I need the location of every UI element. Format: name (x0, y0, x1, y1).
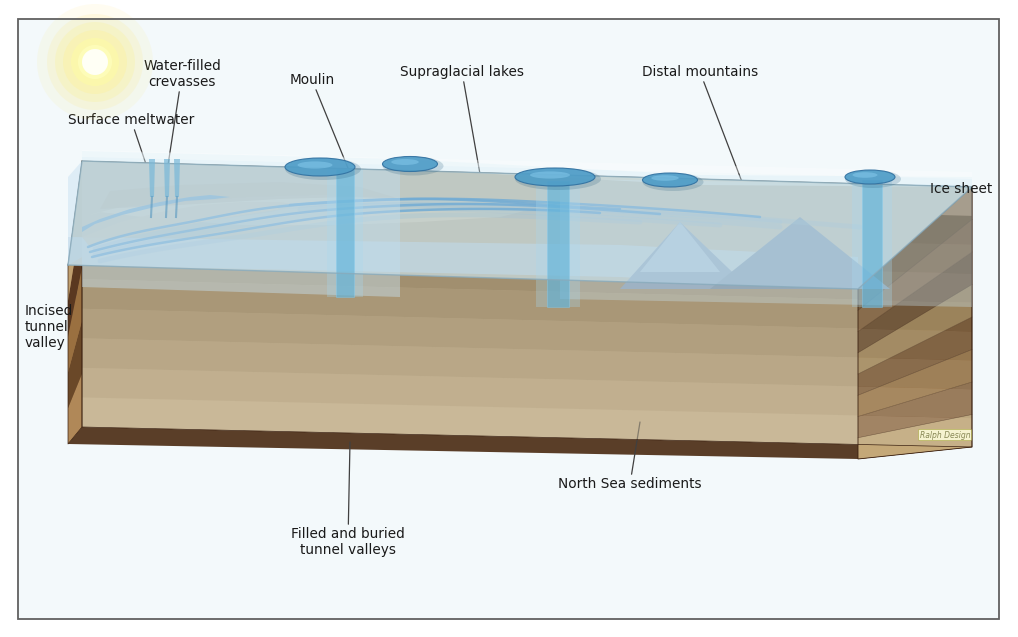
Text: Supraglacial lakes: Supraglacial lakes (400, 65, 524, 174)
Polygon shape (336, 169, 354, 297)
Polygon shape (68, 161, 82, 265)
Ellipse shape (285, 158, 355, 176)
Polygon shape (82, 161, 972, 216)
Polygon shape (68, 374, 82, 444)
Ellipse shape (383, 157, 444, 176)
Ellipse shape (845, 170, 895, 184)
Ellipse shape (297, 161, 333, 169)
Polygon shape (82, 150, 972, 179)
Polygon shape (82, 279, 972, 331)
Polygon shape (858, 187, 972, 310)
Circle shape (37, 4, 153, 120)
Polygon shape (82, 368, 972, 418)
Polygon shape (174, 159, 180, 197)
Polygon shape (327, 169, 363, 297)
Text: Filled and buried
tunnel valleys: Filled and buried tunnel valleys (291, 442, 405, 557)
Text: Water-filled
crevasses: Water-filled crevasses (144, 59, 221, 165)
Ellipse shape (845, 170, 901, 188)
Polygon shape (68, 320, 82, 408)
Polygon shape (68, 161, 972, 289)
Polygon shape (536, 181, 580, 307)
Polygon shape (620, 222, 750, 289)
Ellipse shape (642, 173, 697, 187)
Polygon shape (640, 222, 720, 272)
Polygon shape (68, 161, 972, 289)
Polygon shape (547, 181, 569, 307)
Text: Incised
tunnel
valley: Incised tunnel valley (25, 304, 73, 350)
Ellipse shape (652, 175, 679, 181)
Polygon shape (82, 309, 972, 361)
Polygon shape (82, 195, 230, 232)
Circle shape (71, 38, 119, 86)
Polygon shape (858, 317, 972, 395)
Ellipse shape (642, 173, 703, 191)
Polygon shape (68, 427, 972, 459)
Circle shape (78, 45, 112, 79)
Polygon shape (82, 151, 972, 187)
Text: Moulin: Moulin (289, 73, 350, 173)
Polygon shape (858, 252, 972, 353)
Polygon shape (858, 187, 972, 459)
Polygon shape (68, 268, 82, 373)
Polygon shape (82, 190, 972, 245)
Polygon shape (82, 220, 972, 274)
Polygon shape (149, 159, 155, 197)
Polygon shape (852, 180, 892, 307)
Circle shape (82, 49, 108, 75)
Polygon shape (68, 214, 82, 336)
Polygon shape (858, 415, 972, 459)
Circle shape (47, 14, 143, 110)
Polygon shape (82, 250, 972, 303)
Ellipse shape (285, 158, 361, 180)
Text: North Sea sediments: North Sea sediments (558, 422, 701, 491)
Polygon shape (858, 220, 972, 331)
Ellipse shape (515, 168, 595, 186)
Polygon shape (858, 382, 972, 438)
Polygon shape (82, 161, 972, 447)
Text: Distal mountains: Distal mountains (642, 65, 760, 229)
Ellipse shape (530, 171, 570, 178)
Polygon shape (100, 182, 400, 209)
Polygon shape (82, 195, 540, 225)
Text: Ralph Design: Ralph Design (919, 431, 970, 440)
Polygon shape (710, 217, 890, 289)
Polygon shape (560, 179, 972, 307)
Ellipse shape (391, 159, 418, 165)
Ellipse shape (852, 172, 878, 178)
Circle shape (84, 51, 106, 73)
Polygon shape (862, 180, 882, 307)
Circle shape (63, 30, 127, 94)
Text: Surface meltwater: Surface meltwater (68, 113, 194, 182)
Polygon shape (68, 237, 858, 289)
Ellipse shape (383, 157, 438, 171)
Circle shape (55, 22, 135, 102)
Polygon shape (82, 397, 972, 447)
Polygon shape (82, 202, 300, 247)
Polygon shape (858, 285, 972, 374)
Polygon shape (82, 338, 972, 389)
Polygon shape (68, 161, 82, 444)
Polygon shape (68, 161, 82, 301)
Text: Migrating subglacial
channel network: Migrating subglacial channel network (130, 222, 270, 262)
Text: Ice sheet: Ice sheet (930, 182, 993, 196)
Polygon shape (82, 161, 400, 297)
Polygon shape (858, 350, 972, 417)
Ellipse shape (515, 168, 601, 190)
Polygon shape (164, 159, 170, 197)
